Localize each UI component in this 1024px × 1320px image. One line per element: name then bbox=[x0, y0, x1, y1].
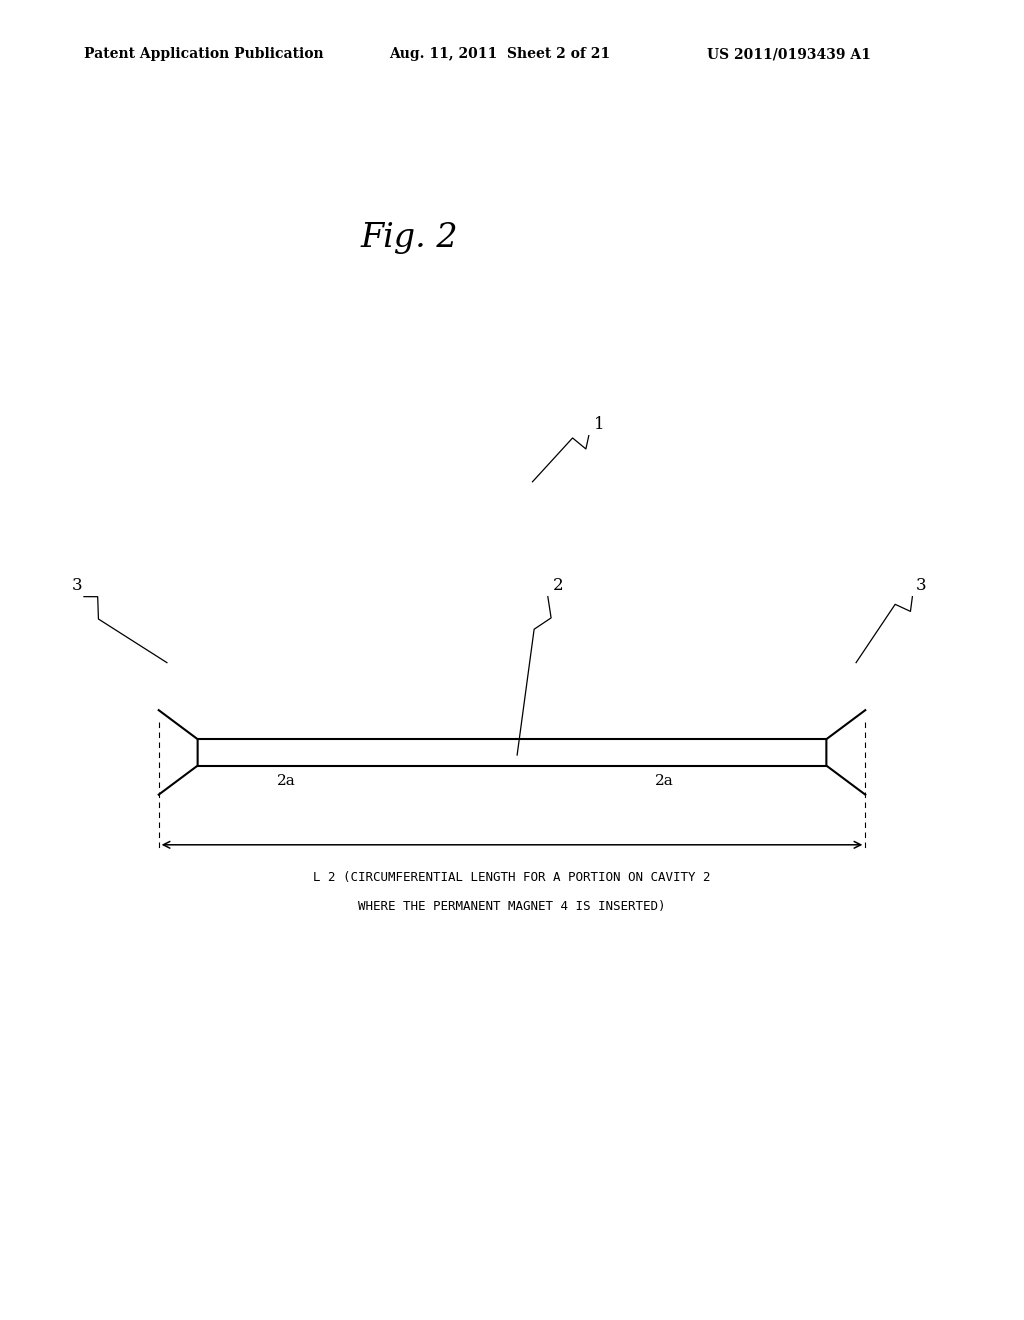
Text: 1: 1 bbox=[594, 416, 604, 433]
Text: Fig. 2: Fig. 2 bbox=[360, 222, 459, 253]
Text: 2a: 2a bbox=[655, 775, 674, 788]
Text: WHERE THE PERMANENT MAGNET 4 IS INSERTED): WHERE THE PERMANENT MAGNET 4 IS INSERTED… bbox=[358, 900, 666, 913]
Text: Aug. 11, 2011  Sheet 2 of 21: Aug. 11, 2011 Sheet 2 of 21 bbox=[389, 48, 610, 61]
Text: 2a: 2a bbox=[276, 775, 295, 788]
Text: 2: 2 bbox=[553, 577, 563, 594]
Text: Patent Application Publication: Patent Application Publication bbox=[84, 48, 324, 61]
Text: US 2011/0193439 A1: US 2011/0193439 A1 bbox=[707, 48, 870, 61]
Text: L 2 (CIRCUMFERENTIAL LENGTH FOR A PORTION ON CAVITY 2: L 2 (CIRCUMFERENTIAL LENGTH FOR A PORTIO… bbox=[313, 871, 711, 884]
Text: 3: 3 bbox=[915, 577, 926, 594]
Text: 3: 3 bbox=[72, 577, 82, 594]
